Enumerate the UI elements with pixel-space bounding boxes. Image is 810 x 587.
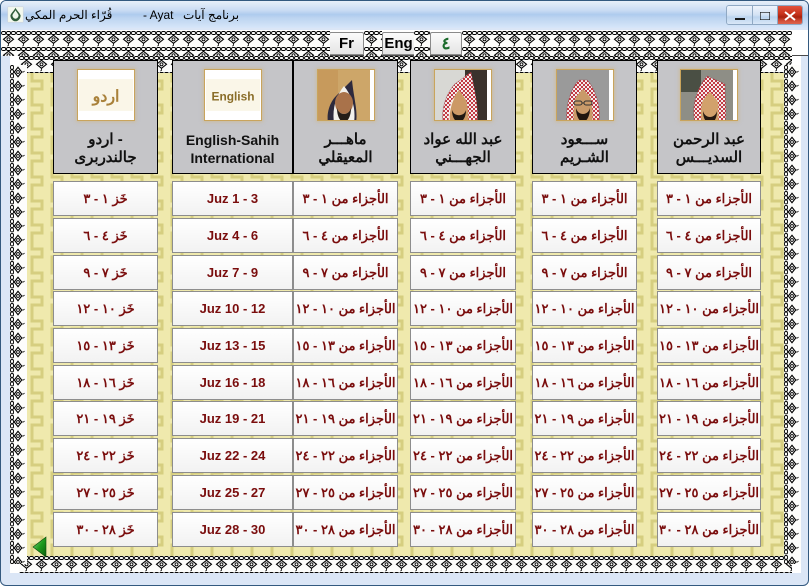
svg-text:اردو: اردو — [91, 88, 119, 106]
svg-text:English: English — [211, 90, 254, 104]
